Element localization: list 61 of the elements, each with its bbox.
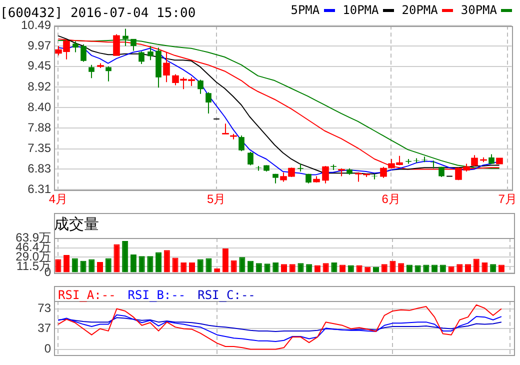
bar bbox=[96, 262, 104, 272]
bar bbox=[138, 256, 145, 272]
bar bbox=[64, 254, 70, 272]
bar bbox=[114, 244, 120, 272]
bar bbox=[105, 258, 112, 272]
candlestick bbox=[80, 44, 86, 62]
legend-label: 5PMA bbox=[290, 3, 320, 17]
candlestick bbox=[138, 50, 144, 65]
y-tick-label: 8.40 bbox=[28, 100, 52, 114]
candlestick bbox=[414, 158, 420, 164]
bar bbox=[72, 258, 78, 272]
bar bbox=[147, 256, 154, 272]
legend-label: 20PMA bbox=[402, 3, 438, 17]
bar bbox=[80, 260, 86, 272]
y-tick-label: 8.92 bbox=[28, 80, 52, 94]
y-tick-label: 37 bbox=[38, 321, 52, 336]
legend-label: 10PMA bbox=[342, 3, 379, 17]
x-tick-label: 4月 bbox=[48, 192, 68, 206]
candlestick bbox=[148, 46, 154, 61]
bar bbox=[88, 259, 95, 272]
bar bbox=[390, 260, 396, 272]
candlestick bbox=[88, 64, 94, 79]
bar bbox=[222, 248, 228, 272]
series-label: RSI_B:-- bbox=[128, 288, 186, 302]
y-tick-label: 6.83 bbox=[28, 162, 52, 176]
series-label: RSI_C:-- bbox=[198, 288, 256, 302]
bar bbox=[206, 258, 212, 272]
x-tick-label: 6月 bbox=[382, 192, 400, 206]
y-tick-label: 9.45 bbox=[28, 58, 52, 73]
bar bbox=[122, 240, 128, 272]
candlestick bbox=[198, 79, 204, 94]
candlestick bbox=[298, 163, 304, 172]
bar bbox=[156, 252, 162, 272]
candlestick bbox=[430, 160, 436, 169]
y-tick-label: 7.88 bbox=[28, 120, 52, 134]
bar bbox=[473, 258, 480, 272]
candlestick bbox=[106, 66, 112, 82]
candlestick bbox=[248, 151, 254, 166]
bar bbox=[230, 260, 237, 272]
candlestick bbox=[256, 166, 262, 172]
x-tick-label: 5月 bbox=[206, 192, 226, 206]
bar bbox=[172, 258, 178, 272]
bar bbox=[239, 257, 246, 272]
candlestick bbox=[206, 92, 212, 114]
legend-label: 30PMA bbox=[460, 3, 497, 17]
y-tick-label: 7.35 bbox=[28, 141, 52, 156]
bar bbox=[164, 250, 170, 272]
y-tick-label: 9.97 bbox=[28, 38, 52, 52]
x-tick-label: 7月 bbox=[498, 192, 517, 206]
bar bbox=[55, 259, 62, 272]
series-label: RSI_A:-- bbox=[58, 288, 116, 302]
y-tick-label: 6.31 bbox=[28, 182, 52, 196]
bar bbox=[197, 259, 204, 272]
candlestick bbox=[72, 40, 78, 53]
y-tick-label: 73 bbox=[38, 301, 52, 316]
bar bbox=[248, 260, 254, 272]
chart-title: 成交量 bbox=[54, 216, 99, 234]
candlestick bbox=[238, 134, 244, 152]
bar bbox=[130, 254, 136, 272]
y-tick-label: 0 bbox=[44, 342, 52, 356]
candlestick bbox=[372, 173, 378, 180]
